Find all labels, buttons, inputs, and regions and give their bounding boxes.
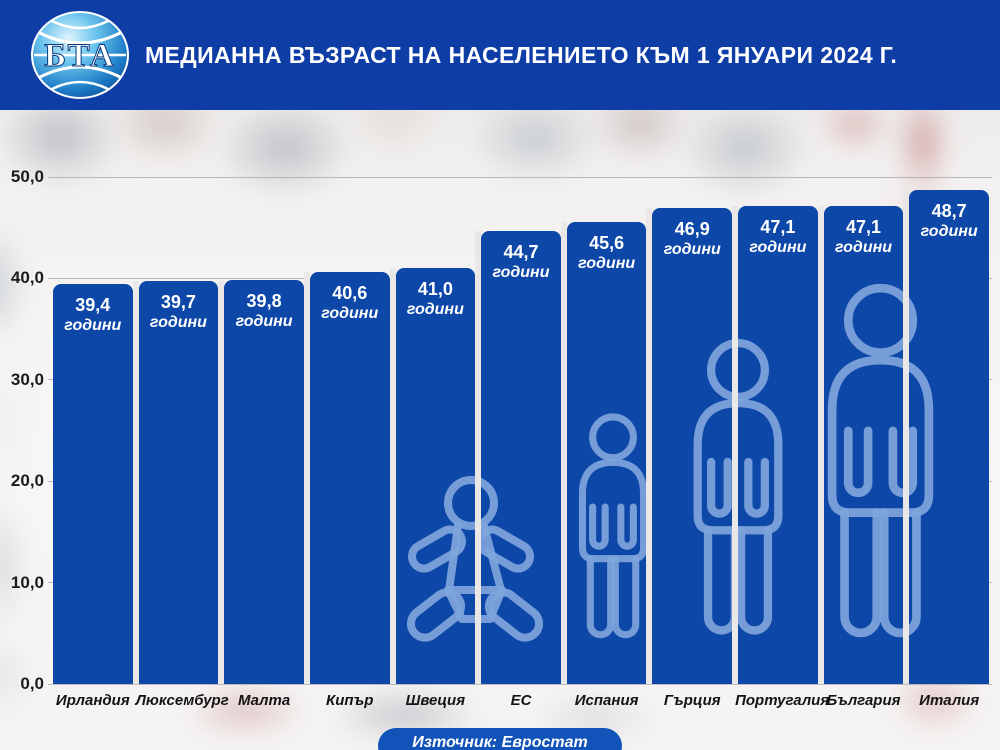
bar-value-number: 39,4 bbox=[75, 295, 111, 316]
bar-value-unit: години bbox=[235, 313, 293, 331]
category-label-Гърция: Гърция bbox=[663, 692, 721, 709]
bar-value-number: 44,7 bbox=[503, 241, 539, 262]
bar-value-number: 39,7 bbox=[160, 292, 196, 313]
bar-gap bbox=[646, 208, 653, 684]
bar-value-unit: години bbox=[920, 223, 978, 241]
bar-value-number: 47,1 bbox=[846, 217, 882, 238]
bar-value-label: 45,6 години bbox=[567, 222, 647, 274]
bar-value-unit: години bbox=[406, 301, 464, 319]
y-tick-label: 20,0 bbox=[10, 471, 44, 491]
bar-value-label: 41,0 години bbox=[396, 268, 476, 320]
bar-value-number: 41,0 bbox=[417, 279, 453, 300]
header-bar: БТА МЕДИАННА ВЪЗРАСТ НА НАСЕЛЕНИЕТО КЪМ … bbox=[0, 0, 1000, 110]
bar-value-unit: години bbox=[578, 254, 636, 272]
gridline-50,0 bbox=[48, 176, 992, 178]
logo-text: БТА bbox=[44, 38, 116, 74]
category-label-Швеция: Швеция bbox=[405, 692, 466, 709]
bar-value-label: 46,9 години bbox=[652, 208, 732, 260]
gridline-0,0 bbox=[48, 683, 992, 685]
bar-gap bbox=[303, 272, 310, 684]
bar-value-number: 40,6 bbox=[332, 283, 368, 304]
bar-value-number: 45,6 bbox=[589, 232, 625, 253]
bar-gap bbox=[218, 280, 225, 684]
bar-Люксембург: 39,7 години bbox=[138, 281, 219, 684]
bar-value-number: 46,9 bbox=[674, 219, 710, 240]
bar-ЕС: 44,7 години bbox=[481, 230, 561, 684]
bar-value-label: 40,6 години bbox=[310, 272, 390, 324]
source-label: Източник: Евростат bbox=[412, 734, 588, 750]
bar-value-number: 47,1 bbox=[760, 217, 796, 238]
bar-gap bbox=[817, 206, 824, 684]
bar-България: 47,1 години bbox=[823, 206, 904, 684]
bar-Гърция: 46,9 години bbox=[652, 208, 733, 684]
category-label-ЕС: ЕС bbox=[510, 692, 532, 709]
y-tick-label: 50,0 bbox=[10, 167, 44, 186]
page-title: МЕДИАННА ВЪЗРАСТ НА НАСЕЛЕНИЕТО КЪМ 1 ЯН… bbox=[145, 41, 898, 68]
category-label-Ирландия: Ирландия bbox=[55, 692, 130, 709]
bar-gap bbox=[132, 281, 139, 684]
bar-value-label: 39,7 години bbox=[139, 281, 219, 333]
bar-value-label: 44,7 години bbox=[481, 231, 561, 283]
y-tick-label: 0,0 bbox=[20, 674, 44, 693]
bar-value-label: 39,4 години bbox=[53, 284, 133, 336]
bar-gap bbox=[475, 230, 482, 684]
source-badge: Източник: Евростат bbox=[378, 728, 622, 750]
category-label-Испания: Испания bbox=[574, 692, 639, 709]
y-tick-label: 30,0 bbox=[10, 369, 44, 389]
bar-value-label: 39,8 години bbox=[224, 280, 304, 332]
bar-value-label: 47,1 години bbox=[738, 206, 818, 258]
bar-gap bbox=[389, 268, 396, 684]
bar-value-unit: години bbox=[835, 239, 893, 257]
bar-value-unit: години bbox=[149, 314, 207, 332]
y-tick-label: 10,0 bbox=[10, 572, 44, 592]
bar-value-label: 47,1 години bbox=[824, 206, 904, 258]
bar-value-unit: години bbox=[749, 239, 807, 257]
bar-gap bbox=[560, 221, 567, 684]
bar-Малта: 39,8 години bbox=[224, 280, 304, 684]
bar-value-unit: години bbox=[321, 305, 379, 323]
bar-value-unit: години bbox=[64, 317, 122, 335]
category-label-Португалия: Португалия bbox=[735, 692, 830, 709]
bar-value-number: 39,8 bbox=[246, 291, 282, 312]
bar-value-number: 48,7 bbox=[931, 201, 967, 222]
bar-Испания: 45,6 години bbox=[566, 221, 647, 684]
bar-gap bbox=[732, 206, 739, 684]
bta-logo-icon: БТА bbox=[31, 11, 129, 99]
y-tick-label: 40,0 bbox=[10, 268, 44, 288]
bar-Италия: 48,7 години bbox=[909, 190, 989, 684]
category-label-Малта: Малта bbox=[237, 692, 291, 709]
bar-value-unit: години bbox=[663, 241, 721, 259]
bar-Ирландия: 39,4 години bbox=[53, 284, 133, 684]
category-label-Люксембург: Люксембург bbox=[135, 692, 229, 709]
category-label-България: България bbox=[826, 692, 901, 709]
bar-gap bbox=[903, 190, 910, 684]
bar-Швеция: 41,0 години bbox=[395, 268, 476, 684]
bar-value-unit: години bbox=[492, 263, 550, 281]
bar-Португалия: 47,1 години bbox=[738, 206, 818, 684]
bar-value-label: 48,7 години bbox=[909, 190, 989, 242]
category-label-Кипър: Кипър bbox=[326, 692, 374, 709]
bar-Кипър: 40,6 години bbox=[309, 272, 390, 684]
category-label-Италия: Италия bbox=[919, 692, 980, 709]
